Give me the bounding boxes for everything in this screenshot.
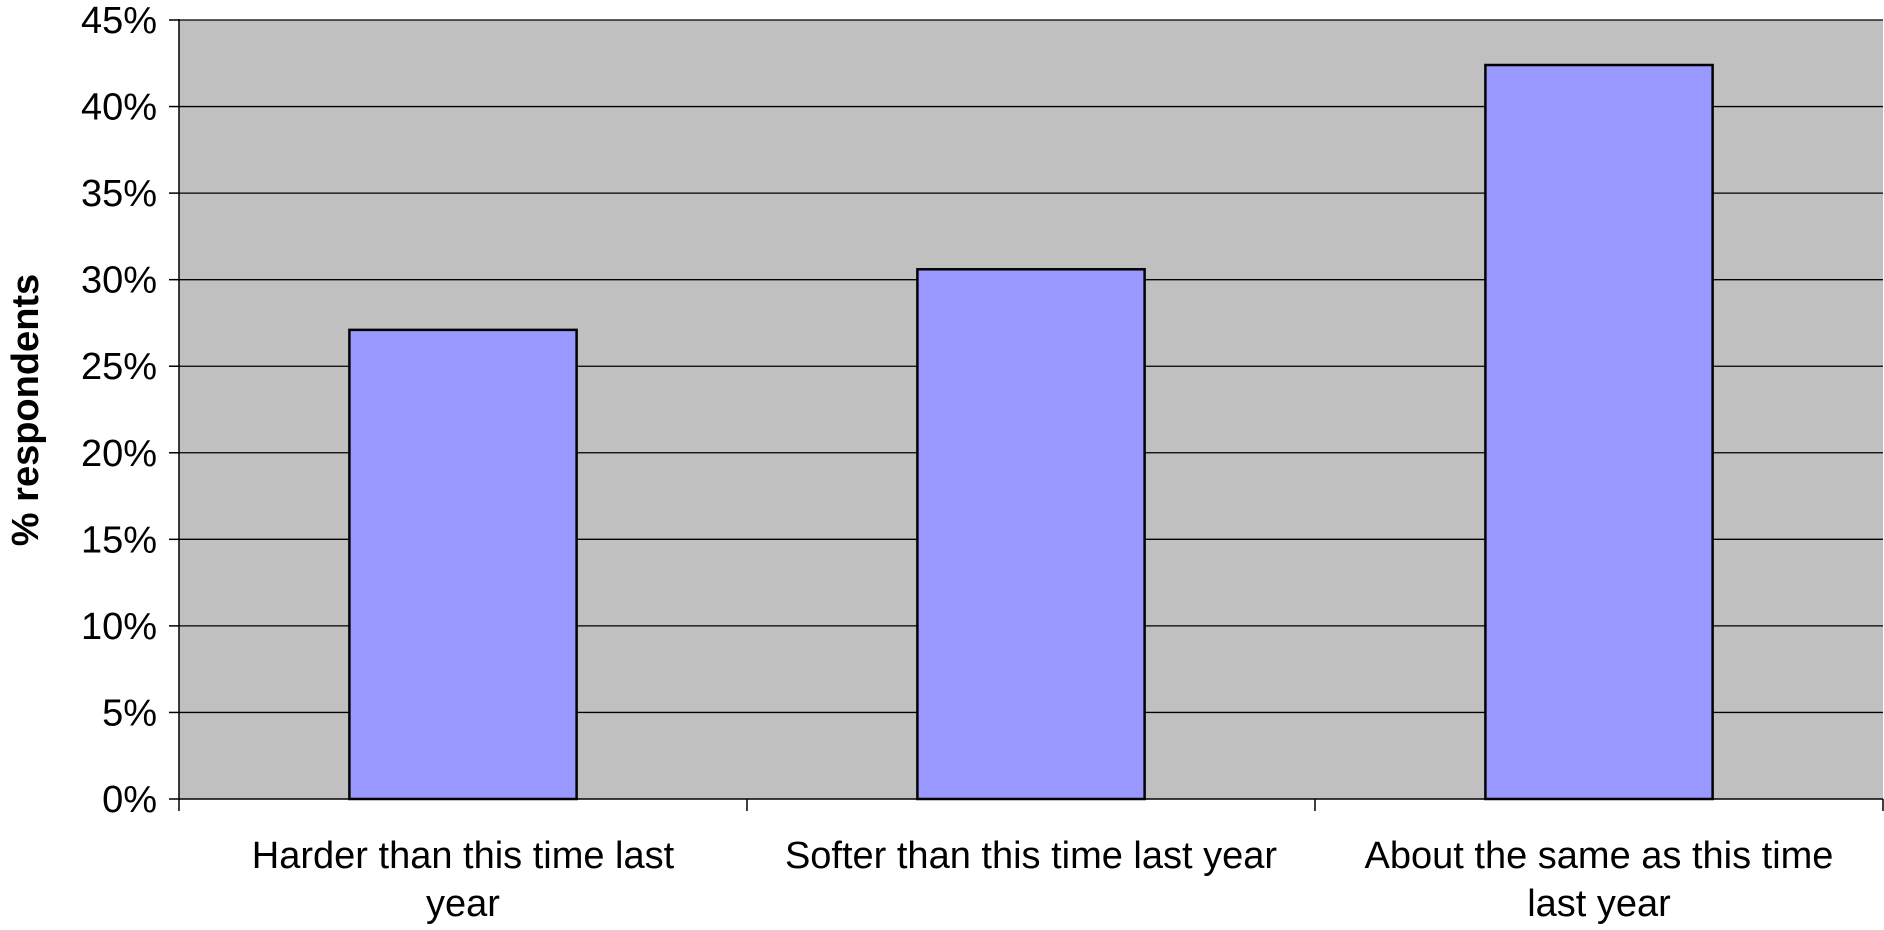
y-tick-label: 30% [81, 260, 157, 302]
y-tick-label: 10% [81, 606, 157, 648]
y-tick-label: 20% [81, 433, 157, 475]
y-axis-label: % respondents [5, 274, 47, 546]
bar-1 [348, 328, 578, 801]
x-category-label: Softer than this time last year [785, 835, 1277, 877]
y-tick-label: 15% [81, 519, 157, 561]
y-axis-ticks: 0% 5% 10% 15% 20% 25% 30% 35% 40% 45% [81, 0, 179, 821]
y-tick-label: 25% [81, 346, 157, 388]
y-tick-label: 35% [81, 173, 157, 215]
y-tick-label: 5% [102, 692, 157, 734]
x-category-label: About the same as this time [1365, 835, 1834, 877]
y-tick-label: 40% [81, 87, 157, 129]
x-axis-ticks: Harder than this time last year Softer tha… [178, 799, 1884, 925]
bars [348, 63, 1714, 801]
bar-3 [1484, 63, 1714, 801]
x-category-label: year [426, 883, 500, 925]
axes [178, 19, 1883, 800]
y-tick-label: 0% [102, 779, 157, 821]
y-tick-label: 45% [81, 0, 157, 42]
bar-2 [916, 268, 1146, 801]
x-category-label: Harder than this time last [252, 835, 675, 877]
x-category-label: last year [1527, 883, 1671, 925]
